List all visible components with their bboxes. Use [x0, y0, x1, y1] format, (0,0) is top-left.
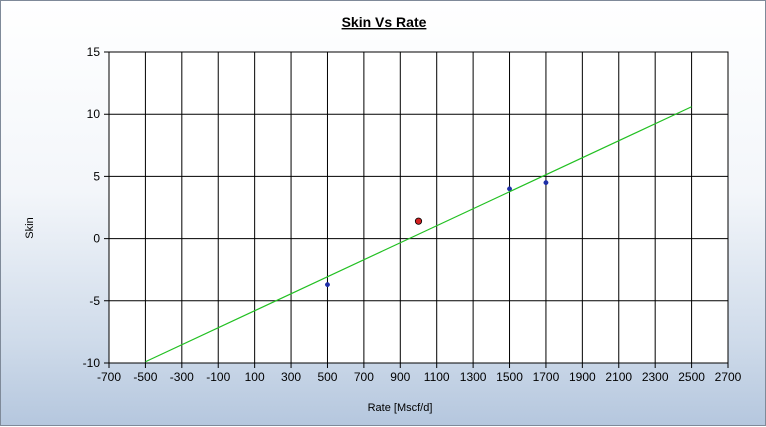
x-tick-label: 1300	[460, 370, 487, 384]
x-axis-label: Rate [Mscf/d]	[368, 402, 433, 414]
chart-title: Skin Vs Rate	[342, 14, 427, 30]
x-tick-label: 1500	[496, 370, 523, 384]
plot-border	[108, 51, 729, 364]
y-tick-label: 15	[87, 45, 101, 59]
y-tick-label: -10	[83, 356, 101, 370]
x-tick-label: 500	[317, 370, 337, 384]
x-tick-label: -100	[206, 370, 230, 384]
y-tick-label: 5	[93, 169, 100, 183]
x-tick-label: 2100	[605, 370, 632, 384]
x-tick-label: 1700	[533, 370, 560, 384]
x-tick-label: 300	[281, 370, 301, 384]
x-tick-label: -700	[97, 370, 121, 384]
grid	[104, 51, 729, 368]
x-tick-label: 2500	[678, 370, 705, 384]
x-tick-label: -300	[170, 370, 194, 384]
x-tick-label: 700	[354, 370, 374, 384]
x-tick-label: 2700	[715, 370, 742, 384]
x-tick-label: 900	[390, 370, 410, 384]
tick-labels: -700 -500 -300 -100 100 300 500 700 900 1100 1300 1…	[83, 45, 742, 384]
data-point	[543, 180, 549, 186]
trend-line	[145, 106, 692, 363]
y-tick-label: 0	[93, 232, 100, 246]
x-tick-label: 2300	[642, 370, 669, 384]
x-tick-label: 1900	[569, 370, 596, 384]
plot-area	[109, 52, 728, 363]
highlighted-data-point	[414, 217, 423, 225]
x-tick-label: 100	[245, 370, 265, 384]
y-tick-label: -5	[89, 294, 100, 308]
data-point	[325, 282, 330, 288]
x-tick-label: 1100	[424, 370, 450, 384]
data-point	[507, 186, 512, 192]
y-tick-label: 10	[87, 107, 101, 121]
series-layer	[145, 106, 692, 363]
x-tick-label: -500	[133, 370, 157, 384]
y-axis-label: Skin	[24, 217, 36, 238]
